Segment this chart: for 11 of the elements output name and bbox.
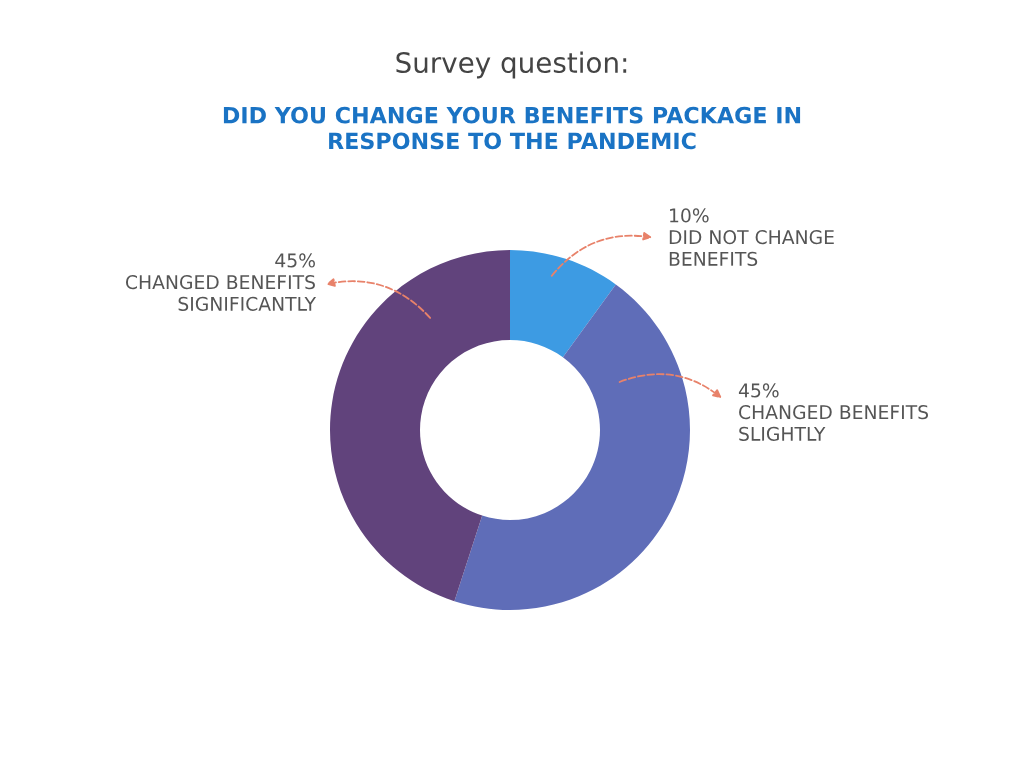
slice-label: CHANGED BENEFITS SLIGHTLY: [739, 405, 929, 441]
donut-slice: [454, 284, 690, 610]
donut-slice: [510, 250, 616, 358]
slice-label: CHANGED BENEFITS SIGNIFICANTLY: [125, 275, 317, 311]
chart-subtitle: DID YOU CHANGE YOUR BENEFITS PACKAGE IN RESPONSE TO THE PANDEMIC: [223, 106, 801, 150]
chart-title: Survey question:: [396, 51, 627, 79]
data-label: 45%: [275, 253, 315, 268]
slice-label: DID NOT CHANGE BENEFITS: [669, 230, 834, 266]
data-label: 10%: [670, 208, 709, 223]
donut-slice: [330, 250, 510, 602]
data-label: 45%: [738, 383, 779, 398]
